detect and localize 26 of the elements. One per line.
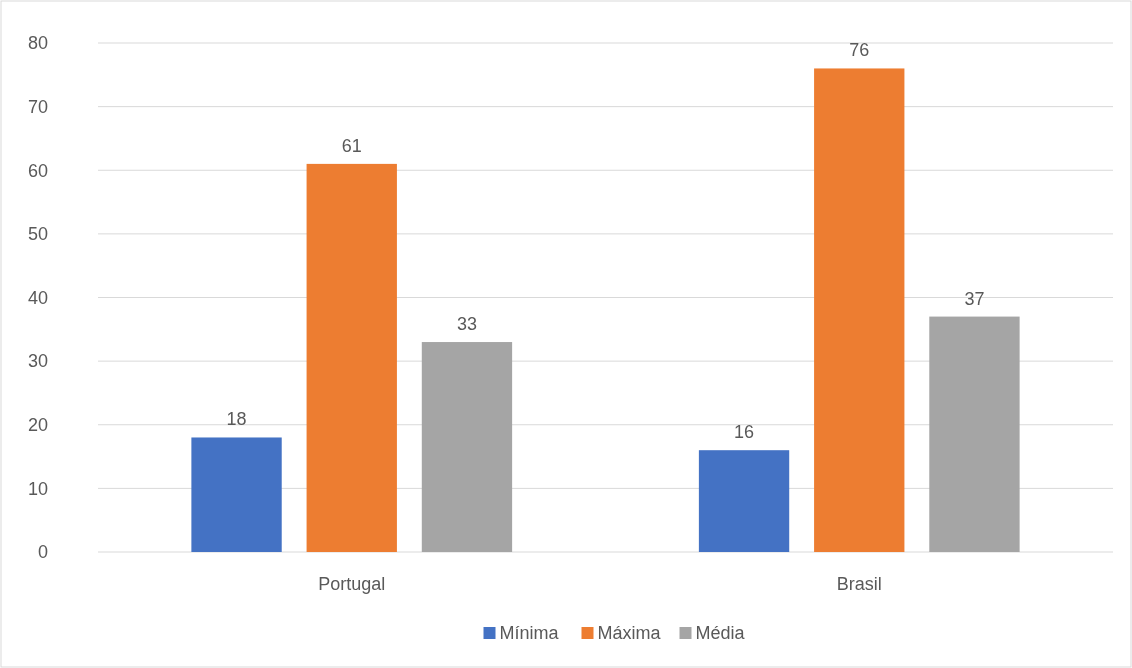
y-tick-label: 40 (27, 287, 48, 308)
legend-label: Média (695, 623, 746, 644)
bar (814, 68, 905, 552)
bar (698, 450, 790, 552)
bar (421, 342, 513, 552)
x-tick-label: Portugal (318, 574, 386, 594)
y-tick-label: 20 (27, 415, 48, 436)
legend-label: Mínima (499, 623, 560, 644)
data-label: 61 (341, 135, 362, 156)
y-tick-label: 70 (27, 96, 48, 117)
y-tick-label: 50 (27, 224, 48, 245)
bar (929, 316, 1020, 552)
data-label: 76 (849, 40, 870, 61)
y-tick-label: 80 (27, 33, 48, 54)
x-tick-label: Brasil (836, 574, 882, 594)
bar (191, 437, 282, 552)
y-tick-label: 60 (27, 160, 48, 181)
legend-label: Máxima (597, 623, 662, 644)
data-label: 16 (734, 422, 755, 443)
bar (306, 163, 397, 552)
data-label: 37 (964, 288, 985, 309)
data-label: 33 (456, 314, 477, 335)
data-label: 18 (226, 409, 247, 430)
y-tick-label: 30 (27, 351, 48, 372)
y-tick-label: 0 (37, 542, 48, 563)
y-tick-label: 10 (27, 478, 48, 499)
